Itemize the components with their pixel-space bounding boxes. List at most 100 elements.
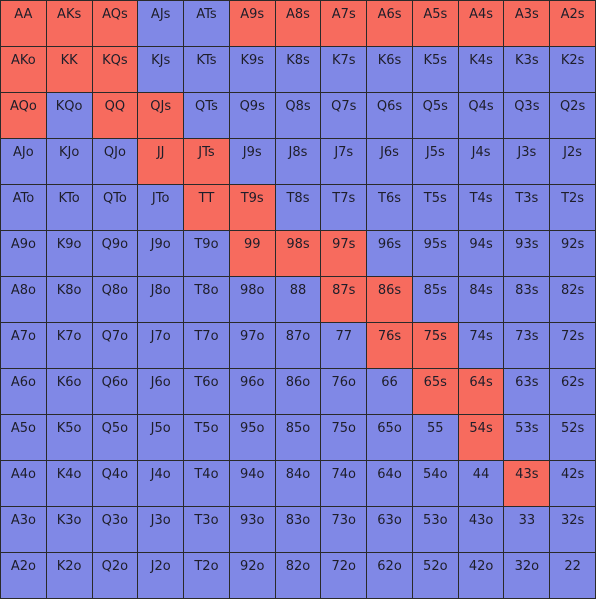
hand-cell[interactable]: 82s	[550, 277, 596, 323]
hand-cell[interactable]: 82o	[275, 553, 322, 599]
hand-cell[interactable]: 43s	[504, 461, 551, 507]
hand-cell[interactable]: 94o	[229, 461, 276, 507]
hand-cell[interactable]: 92s	[550, 231, 596, 277]
hand-cell[interactable]: A6o	[1, 369, 47, 415]
hand-cell[interactable]: K2o	[46, 553, 93, 599]
hand-cell[interactable]: ATo	[1, 185, 47, 231]
hand-cell[interactable]: K5o	[46, 415, 93, 461]
hand-cell[interactable]: K3o	[46, 507, 93, 553]
hand-cell[interactable]: 42o	[458, 553, 505, 599]
hand-cell[interactable]: T2s	[550, 185, 596, 231]
hand-cell[interactable]: K5s	[412, 47, 459, 93]
hand-cell[interactable]: K6o	[46, 369, 93, 415]
hand-cell[interactable]: K8o	[46, 277, 93, 323]
hand-cell[interactable]: J4s	[458, 139, 505, 185]
hand-cell[interactable]: 54s	[458, 415, 505, 461]
hand-cell[interactable]: A7o	[1, 323, 47, 369]
hand-cell[interactable]: KK	[46, 47, 93, 93]
hand-cell[interactable]: 73s	[504, 323, 551, 369]
hand-cell[interactable]: 43o	[458, 507, 505, 553]
hand-cell[interactable]: 87s	[321, 277, 368, 323]
hand-cell[interactable]: A8s	[275, 1, 322, 47]
hand-cell[interactable]: 96s	[367, 231, 413, 277]
hand-cell[interactable]: AQs	[92, 1, 139, 47]
hand-cell[interactable]: Q9o	[92, 231, 139, 277]
hand-cell[interactable]: Q8s	[275, 93, 322, 139]
hand-cell[interactable]: J5s	[412, 139, 459, 185]
hand-cell[interactable]: 76s	[367, 323, 413, 369]
hand-cell[interactable]: TT	[184, 185, 230, 231]
hand-cell[interactable]: K3s	[504, 47, 551, 93]
hand-cell[interactable]: J8o	[138, 277, 185, 323]
hand-cell[interactable]: A5o	[1, 415, 47, 461]
hand-cell[interactable]: 44	[458, 461, 505, 507]
hand-cell[interactable]: 66	[367, 369, 413, 415]
hand-cell[interactable]: T5o	[184, 415, 230, 461]
hand-cell[interactable]: 55	[412, 415, 459, 461]
hand-cell[interactable]: Q6s	[367, 93, 413, 139]
hand-cell[interactable]: A2s	[550, 1, 596, 47]
hand-cell[interactable]: K4o	[46, 461, 93, 507]
hand-cell[interactable]: 97s	[321, 231, 368, 277]
hand-cell[interactable]: 53s	[504, 415, 551, 461]
hand-cell[interactable]: 65s	[412, 369, 459, 415]
hand-cell[interactable]: Q4s	[458, 93, 505, 139]
hand-cell[interactable]: K6s	[367, 47, 413, 93]
hand-cell[interactable]: K2s	[550, 47, 596, 93]
hand-cell[interactable]: KJs	[138, 47, 185, 93]
hand-cell[interactable]: T3s	[504, 185, 551, 231]
hand-cell[interactable]: K4s	[458, 47, 505, 93]
hand-cell[interactable]: KJo	[46, 139, 93, 185]
hand-cell[interactable]: A4s	[458, 1, 505, 47]
hand-cell[interactable]: Q6o	[92, 369, 139, 415]
hand-cell[interactable]: T9s	[229, 185, 276, 231]
hand-cell[interactable]: 74s	[458, 323, 505, 369]
hand-cell[interactable]: 65o	[367, 415, 413, 461]
hand-cell[interactable]: 98o	[229, 277, 276, 323]
hand-cell[interactable]: A9s	[229, 1, 276, 47]
hand-cell[interactable]: J3o	[138, 507, 185, 553]
hand-cell[interactable]: 83o	[275, 507, 322, 553]
hand-cell[interactable]: AA	[1, 1, 47, 47]
hand-cell[interactable]: 75o	[321, 415, 368, 461]
hand-cell[interactable]: KTs	[184, 47, 230, 93]
hand-cell[interactable]: KQs	[92, 47, 139, 93]
hand-cell[interactable]: A3o	[1, 507, 47, 553]
hand-cell[interactable]: J8s	[275, 139, 322, 185]
hand-cell[interactable]: 76o	[321, 369, 368, 415]
hand-cell[interactable]: 54o	[412, 461, 459, 507]
hand-cell[interactable]: A6s	[367, 1, 413, 47]
hand-cell[interactable]: 75s	[412, 323, 459, 369]
hand-cell[interactable]: 84s	[458, 277, 505, 323]
hand-cell[interactable]: J7s	[321, 139, 368, 185]
hand-cell[interactable]: A7s	[321, 1, 368, 47]
hand-cell[interactable]: 86s	[367, 277, 413, 323]
hand-cell[interactable]: Q5s	[412, 93, 459, 139]
hand-cell[interactable]: 84o	[275, 461, 322, 507]
hand-cell[interactable]: A3s	[504, 1, 551, 47]
hand-cell[interactable]: K9o	[46, 231, 93, 277]
hand-cell[interactable]: J6s	[367, 139, 413, 185]
hand-cell[interactable]: 95o	[229, 415, 276, 461]
hand-cell[interactable]: 97o	[229, 323, 276, 369]
hand-cell[interactable]: KQo	[46, 93, 93, 139]
hand-cell[interactable]: AQo	[1, 93, 47, 139]
hand-cell[interactable]: AKo	[1, 47, 47, 93]
hand-cell[interactable]: QTo	[92, 185, 139, 231]
hand-cell[interactable]: Q8o	[92, 277, 139, 323]
hand-cell[interactable]: 88	[275, 277, 322, 323]
hand-cell[interactable]: 73o	[321, 507, 368, 553]
hand-cell[interactable]: 52s	[550, 415, 596, 461]
hand-cell[interactable]: 92o	[229, 553, 276, 599]
hand-cell[interactable]: 42s	[550, 461, 596, 507]
hand-cell[interactable]: 74o	[321, 461, 368, 507]
hand-cell[interactable]: J3s	[504, 139, 551, 185]
hand-cell[interactable]: T8s	[275, 185, 322, 231]
hand-cell[interactable]: T9o	[184, 231, 230, 277]
hand-cell[interactable]: Q7o	[92, 323, 139, 369]
hand-cell[interactable]: A2o	[1, 553, 47, 599]
hand-cell[interactable]: Q9s	[229, 93, 276, 139]
hand-cell[interactable]: T4o	[184, 461, 230, 507]
hand-cell[interactable]: 64s	[458, 369, 505, 415]
hand-cell[interactable]: 33	[504, 507, 551, 553]
